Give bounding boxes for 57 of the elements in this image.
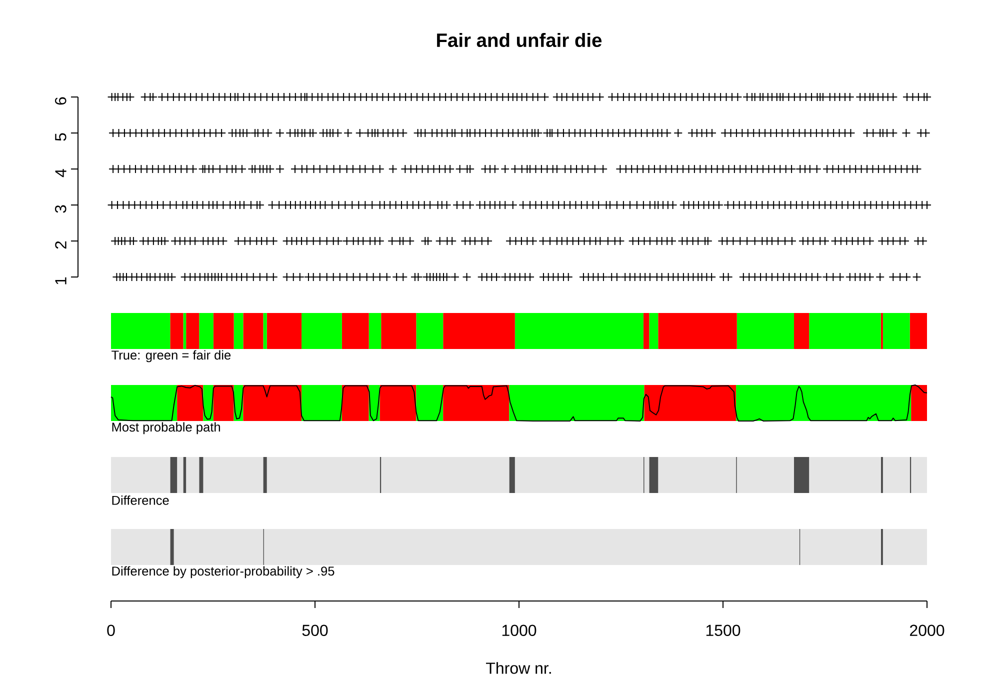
- bar: [111, 312, 170, 349]
- y-tick-label: 1: [55, 277, 66, 284]
- bar: [186, 312, 200, 349]
- bar: [213, 312, 234, 349]
- bar: [302, 312, 342, 349]
- bar: [186, 457, 200, 493]
- bar: [111, 529, 170, 565]
- bar: [910, 312, 928, 349]
- bar: [794, 457, 810, 493]
- bar: [882, 312, 910, 349]
- x-tick-label: 1500: [706, 624, 740, 636]
- x-tick-label: 2000: [910, 624, 944, 636]
- y-tick-label: 4: [55, 169, 66, 178]
- bar: [809, 312, 881, 349]
- bar: [170, 457, 178, 493]
- y-tick-label: 5: [55, 133, 66, 141]
- bar: [170, 312, 184, 349]
- bar: [183, 457, 186, 493]
- bar: [170, 529, 174, 565]
- bar: [243, 312, 264, 349]
- bar: [514, 312, 644, 349]
- bar: [111, 457, 170, 493]
- bar: [381, 312, 416, 349]
- bar: [658, 312, 737, 349]
- y-tick-label: Difference: [112, 496, 169, 505]
- bar: [183, 312, 186, 349]
- x-tick-label: 0: [107, 624, 115, 636]
- bar: [203, 457, 264, 493]
- bar: [794, 312, 810, 349]
- bar: [882, 529, 928, 565]
- y-tick-label: 6: [54, 97, 66, 105]
- y-tick-label: Difference by posterior-probability > .95: [112, 566, 334, 578]
- bar: [416, 312, 444, 349]
- bar: [736, 312, 794, 349]
- y-tick-label: 2: [55, 241, 66, 249]
- y-tick-label: 3: [54, 205, 66, 213]
- bar: [177, 457, 184, 493]
- bar: [234, 312, 244, 349]
- bar: [649, 312, 658, 349]
- text: True: green = fair die: [112, 350, 231, 362]
- bar: [263, 457, 267, 493]
- bar: [263, 312, 267, 349]
- bar: [649, 457, 658, 493]
- bar: [342, 312, 369, 349]
- x-tick-label: 500: [302, 624, 328, 636]
- bar: [266, 312, 302, 349]
- x-tick-label: 1000: [502, 624, 536, 636]
- chart-title: Fair and unfair die: [437, 32, 602, 48]
- text: Most probable path: [112, 422, 220, 434]
- x-axis-title: Throw nr.: [486, 662, 551, 674]
- bar: [199, 457, 204, 493]
- bar: [368, 312, 382, 349]
- bar: [509, 457, 515, 493]
- bar: [643, 312, 650, 349]
- bar: [443, 312, 515, 349]
- bar: [199, 312, 214, 349]
- bar: [809, 457, 881, 493]
